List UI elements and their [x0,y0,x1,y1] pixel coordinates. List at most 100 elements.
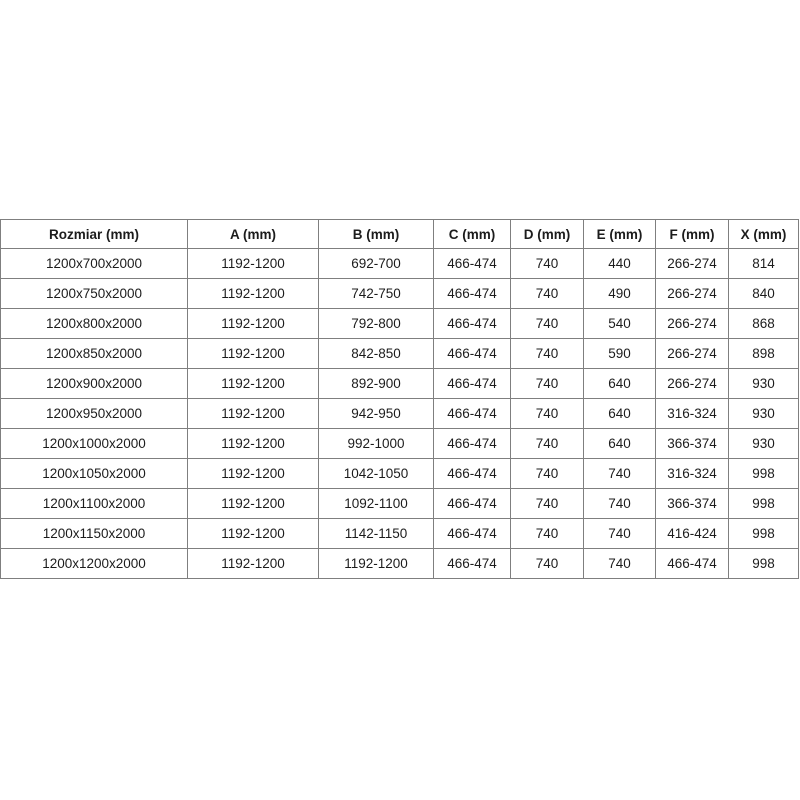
table-cell: 1192-1200 [187,518,319,549]
table-cell: 740 [510,518,584,549]
table-cell: 440 [583,248,656,279]
table-row: 1200x950x2000 1192-1200 942-950 466-474 740 6… [0,398,799,429]
table-cell: 740 [510,308,584,339]
table-cell: 742-750 [318,278,434,309]
dimensions-table: Rozmiar (mm) A (mm) B (mm) C (mm) D (mm) E (m… [0,219,799,579]
table-cell: 1200x800x2000 [0,308,188,339]
table-cell: 1200x1150x2000 [0,518,188,549]
table-cell: 740 [583,458,656,489]
table-cell: 740 [583,548,656,579]
column-header: C (mm) [433,219,511,249]
table-cell: 1192-1200 [187,308,319,339]
table-cell: 316-324 [655,458,729,489]
table-cell: 1200x700x2000 [0,248,188,279]
table-cell: 1092-1100 [318,488,434,519]
table-row: 1200x1150x2000 1192-1200 1142-1150 466-474 7… [0,518,799,549]
table-cell: 316-324 [655,398,729,429]
table-cell: 740 [583,518,656,549]
table-cell: 930 [728,428,799,459]
table-cell: 792-800 [318,308,434,339]
table-cell: 590 [583,338,656,369]
table-cell: 842-850 [318,338,434,369]
table-cell: 998 [728,548,799,579]
table-cell: 466-474 [433,548,511,579]
table-cell: 1200x1100x2000 [0,488,188,519]
table-cell: 266-274 [655,368,729,399]
table-cell: 930 [728,398,799,429]
table-cell: 998 [728,488,799,519]
table-row: 1200x1000x2000 1192-1200 992-1000 466-474 74… [0,428,799,459]
table-cell: 466-474 [433,248,511,279]
table-cell: 1200x850x2000 [0,338,188,369]
table-cell: 1192-1200 [187,368,319,399]
table-cell: 466-474 [433,338,511,369]
table-row: 1200x750x2000 1192-1200 742-750 466-474 740 4… [0,278,799,309]
table-cell: 466-474 [433,278,511,309]
table-cell: 740 [510,398,584,429]
table-cell: 1200x950x2000 [0,398,188,429]
table-cell: 466-474 [655,548,729,579]
column-header: Rozmiar (mm) [0,219,188,249]
table-cell: 540 [583,308,656,339]
table-cell: 466-474 [433,518,511,549]
table-cell: 1200x750x2000 [0,278,188,309]
column-header: X (mm) [728,219,799,249]
table-cell: 1192-1200 [187,488,319,519]
table-cell: 466-474 [433,458,511,489]
table-cell: 740 [510,458,584,489]
table-cell: 466-474 [433,488,511,519]
table-cell: 640 [583,368,656,399]
table-cell: 1200x1200x2000 [0,548,188,579]
table-cell: 740 [510,278,584,309]
table-cell: 266-274 [655,278,729,309]
table-cell: 1200x1000x2000 [0,428,188,459]
table-cell: 814 [728,248,799,279]
table-cell: 1042-1050 [318,458,434,489]
table-cell: 740 [510,548,584,579]
table-cell: 466-474 [433,428,511,459]
table-cell: 1192-1200 [187,428,319,459]
table-cell: 266-274 [655,338,729,369]
table-cell: 692-700 [318,248,434,279]
table-row: 1200x700x2000 1192-1200 692-700 466-474 740 4… [0,248,799,279]
table-cell: 1192-1200 [318,548,434,579]
table-cell: 640 [583,398,656,429]
table-cell: 1192-1200 [187,458,319,489]
table-cell: 740 [510,488,584,519]
table-cell: 892-900 [318,368,434,399]
table-cell: 366-374 [655,428,729,459]
table-cell: 1142-1150 [318,518,434,549]
table-cell: 1200x1050x2000 [0,458,188,489]
table-cell: 466-474 [433,308,511,339]
table-cell: 1192-1200 [187,338,319,369]
table-cell: 740 [510,428,584,459]
table-cell: 266-274 [655,308,729,339]
table-row: 1200x1100x2000 1192-1200 1092-1100 466-474 7… [0,488,799,519]
table-cell: 366-374 [655,488,729,519]
table-row: 1200x900x2000 1192-1200 892-900 466-474 740 6… [0,368,799,399]
table-cell: 266-274 [655,248,729,279]
table-cell: 840 [728,278,799,309]
table-cell: 942-950 [318,398,434,429]
table-cell: 1192-1200 [187,278,319,309]
column-header: E (mm) [583,219,656,249]
table-cell: 740 [510,248,584,279]
column-header: A (mm) [187,219,319,249]
column-header: B (mm) [318,219,434,249]
table-row: 1200x800x2000 1192-1200 792-800 466-474 740 5… [0,308,799,339]
table-cell: 1192-1200 [187,248,319,279]
table-cell: 998 [728,458,799,489]
table-row: 1200x1050x2000 1192-1200 1042-1050 466-474 7… [0,458,799,489]
table-cell: 1200x900x2000 [0,368,188,399]
table-cell: 740 [510,338,584,369]
table-cell: 490 [583,278,656,309]
table-row: 1200x1200x2000 1192-1200 1192-1200 466-474 7… [0,548,799,579]
header-row: Rozmiar (mm) A (mm) B (mm) C (mm) D (mm) E (m… [0,219,799,249]
table-cell: 1192-1200 [187,548,319,579]
table-cell: 998 [728,518,799,549]
column-header: D (mm) [510,219,584,249]
table-cell: 466-474 [433,398,511,429]
table-cell: 1192-1200 [187,398,319,429]
table-cell: 740 [583,488,656,519]
table-cell: 868 [728,308,799,339]
